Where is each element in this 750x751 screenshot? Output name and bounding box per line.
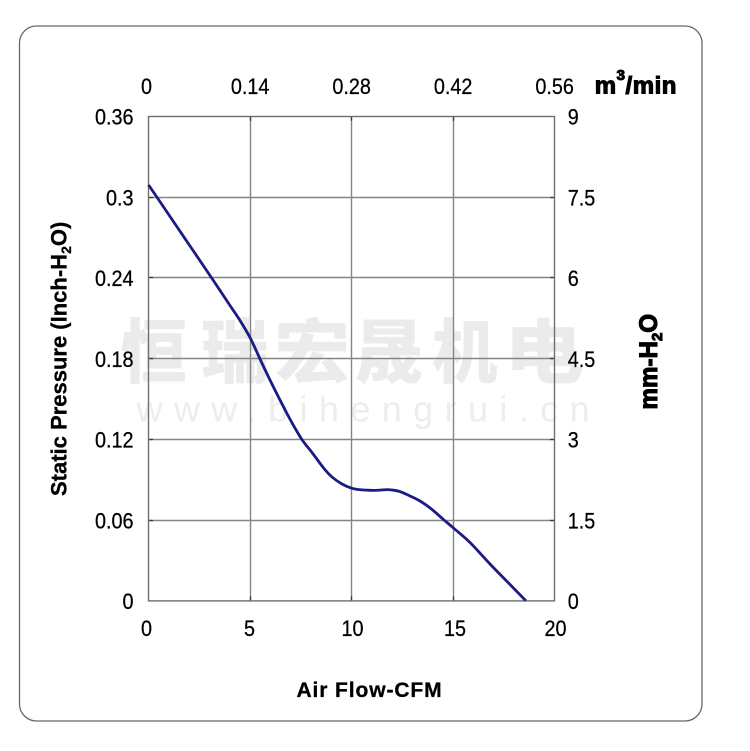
svg-text:3: 3 [568, 429, 579, 453]
svg-text:0: 0 [568, 590, 579, 614]
svg-text:1.5: 1.5 [568, 509, 596, 533]
svg-text:0.3: 0.3 [106, 186, 134, 210]
svg-text:0.18: 0.18 [95, 348, 134, 372]
svg-text:4.5: 4.5 [568, 348, 596, 372]
svg-text:0: 0 [141, 617, 152, 641]
svg-text:20: 20 [544, 617, 566, 641]
svg-text:0: 0 [122, 590, 133, 614]
svg-text:0.14: 0.14 [231, 75, 270, 99]
svg-text:6: 6 [568, 267, 579, 291]
svg-text:www.bihengrui.cn: www.bihengrui.cn [136, 389, 602, 430]
svg-text:15: 15 [444, 617, 466, 641]
svg-text:0.56: 0.56 [535, 75, 574, 99]
svg-text:7.5: 7.5 [568, 186, 596, 210]
svg-text:0: 0 [141, 75, 152, 99]
svg-text:Air Flow-CFM: Air Flow-CFM [296, 679, 442, 702]
svg-text:Static Pressure (Inch-H2O): Static Pressure (Inch-H2O) [47, 222, 75, 496]
svg-text:5: 5 [244, 617, 255, 641]
svg-text:0.28: 0.28 [332, 75, 371, 99]
svg-text:m3/min: m3/min [595, 67, 677, 100]
svg-text:0.36: 0.36 [95, 106, 134, 130]
svg-text:mm-H2O: mm-H2O [636, 314, 666, 410]
svg-text:10: 10 [341, 617, 363, 641]
svg-text:0.06: 0.06 [95, 509, 134, 533]
svg-text:0.24: 0.24 [95, 267, 134, 291]
svg-text:9: 9 [568, 106, 579, 130]
svg-text:0.12: 0.12 [95, 429, 134, 453]
svg-text:0.42: 0.42 [434, 75, 473, 99]
